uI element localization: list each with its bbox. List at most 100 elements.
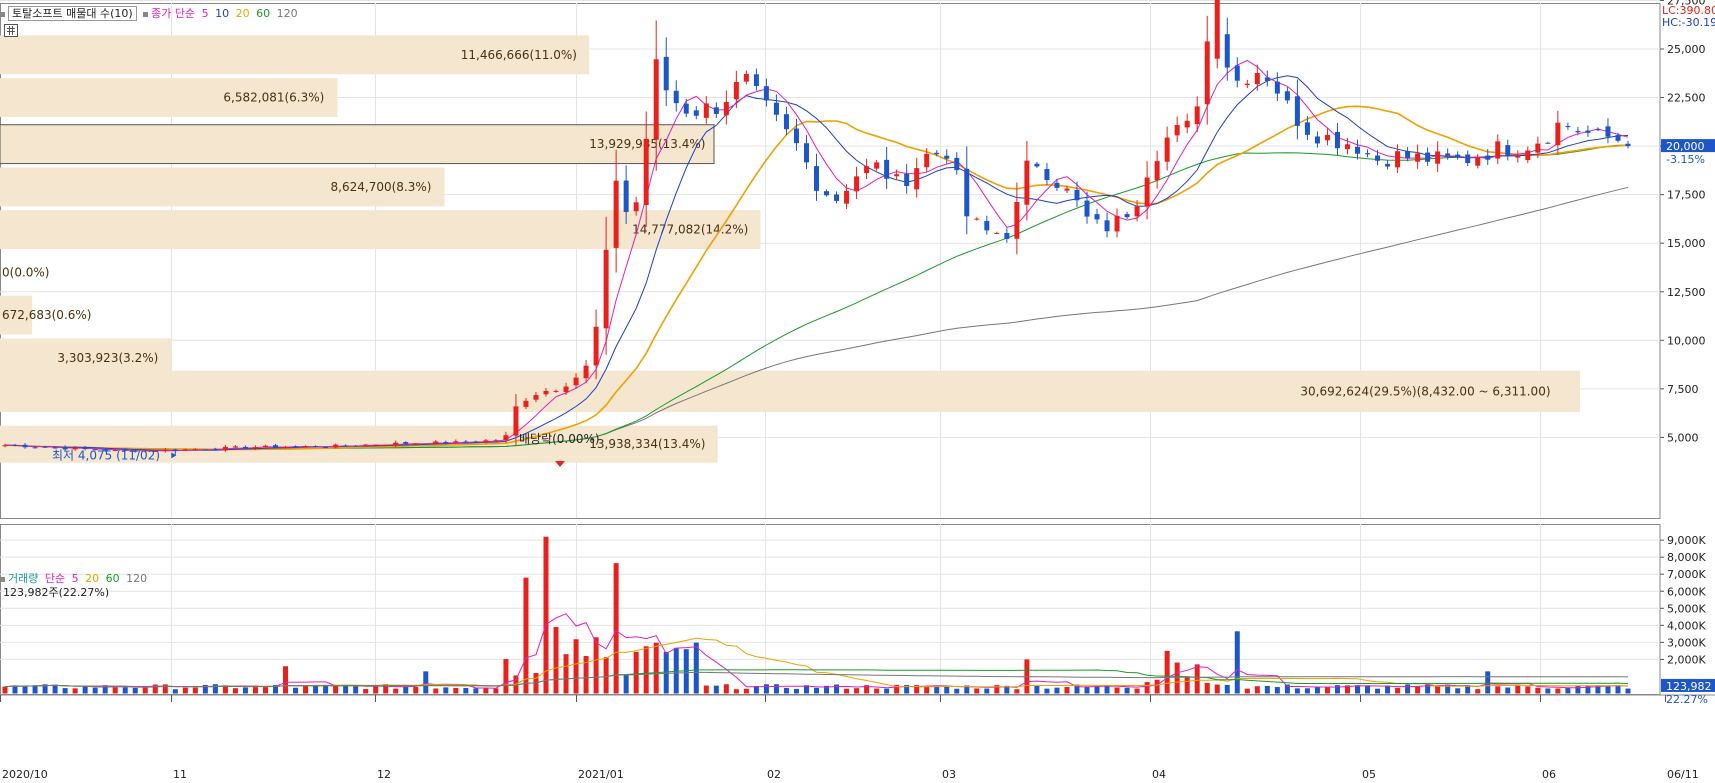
volume-bar — [393, 688, 399, 694]
volume-bar — [232, 688, 238, 694]
candle-body — [1455, 154, 1461, 158]
candle-body — [252, 447, 258, 449]
hc-readout: HC:-30.19 — [1662, 16, 1715, 29]
volume-bar — [1435, 685, 1441, 694]
volume-bar — [433, 688, 439, 694]
volume-ma-60[interactable]: 60 — [105, 572, 120, 585]
volume-bar — [643, 646, 649, 694]
volume-bar — [1495, 686, 1501, 694]
volume-ma-label[interactable]: 단순 — [44, 572, 66, 585]
volume-bar — [814, 687, 819, 694]
volume-bar — [1375, 688, 1381, 694]
candle-body — [1024, 160, 1030, 205]
volume-bar — [553, 627, 559, 694]
candle-body — [32, 447, 38, 449]
volume-bar — [834, 684, 840, 694]
price-ma-120[interactable]: 120 — [276, 7, 298, 20]
x-tick-label: 12 — [377, 768, 391, 781]
volume-bar — [964, 685, 970, 694]
candle-body — [934, 152, 940, 155]
volume-bar — [1234, 631, 1240, 694]
candle-body — [844, 190, 850, 204]
candle-body — [433, 441, 439, 444]
volume-ma-5[interactable]: 5 — [71, 572, 79, 585]
volume-bar — [1475, 689, 1481, 694]
candle-body — [854, 176, 860, 192]
price-panel-title[interactable]: 토탈소프트 매물대 수(10) — [8, 6, 137, 21]
candle-body — [904, 173, 910, 186]
volume-profile-bar — [0, 124, 715, 165]
candle-body — [222, 446, 228, 451]
candle-body — [112, 450, 118, 452]
volume-bar — [52, 684, 58, 694]
volume-bar — [1074, 684, 1080, 694]
volume-bar — [523, 577, 529, 694]
volume-bar — [1064, 687, 1070, 694]
volume-profile-bar — [0, 295, 33, 335]
volume-bar — [773, 684, 779, 694]
volume-tick-label: 5,000K — [1667, 602, 1706, 615]
candle-body — [92, 449, 98, 451]
volume-bar — [1124, 687, 1130, 694]
settings-grid-icon[interactable] — [4, 24, 18, 37]
volume-bar — [613, 563, 619, 694]
volume-bar — [1174, 662, 1180, 694]
candle-body — [182, 449, 188, 451]
candle-body — [824, 191, 830, 196]
candle-body — [383, 444, 389, 446]
price-tick-label: 27,500 — [1667, 0, 1706, 7]
volume-ma-120[interactable]: 120 — [126, 572, 148, 585]
candle-body — [353, 445, 359, 447]
volume-bar — [112, 687, 118, 694]
volume-bar — [503, 659, 509, 694]
volume-bar — [1515, 684, 1521, 694]
price-ma-label[interactable]: 종가 단순 — [151, 7, 196, 20]
price-panel-header: 토탈소프트 매물대 수(10) 종가 단순 5 10 20 60 120 — [0, 5, 301, 21]
volume-ma-20-line — [4, 637, 1629, 688]
volume-bar — [844, 688, 850, 694]
volume-bar — [793, 688, 799, 694]
volume-bar — [1324, 687, 1330, 694]
candle-body — [1535, 143, 1541, 153]
candle-body — [343, 445, 349, 447]
candle-body — [1435, 151, 1441, 164]
volume-bar — [1445, 684, 1451, 694]
price-ma-5[interactable]: 5 — [201, 7, 209, 20]
candle-body — [122, 449, 128, 451]
volume-bar — [673, 647, 679, 694]
volume-bar — [252, 685, 258, 694]
candle-body — [373, 444, 379, 446]
volume-profile-label: 6,582,081(6.3%) — [223, 91, 324, 105]
candle-body — [1174, 125, 1180, 136]
volume-bar — [283, 666, 289, 694]
candle-body — [1204, 41, 1210, 105]
volume-bar — [473, 688, 479, 694]
candle-body — [1054, 182, 1060, 188]
volume-bar — [733, 689, 739, 694]
candle-body — [683, 103, 689, 114]
candle-body — [262, 445, 268, 448]
candle-body — [1144, 177, 1150, 207]
volume-bar — [1505, 687, 1511, 694]
price-ma-20[interactable]: 20 — [235, 7, 250, 20]
candle-body — [884, 159, 890, 179]
volume-bar — [1054, 687, 1060, 694]
volume-ma-20[interactable]: 20 — [85, 572, 100, 585]
candle-body — [1014, 202, 1020, 239]
volume-panel-title[interactable]: 거래량 — [8, 572, 39, 585]
price-ma-60[interactable]: 60 — [256, 7, 271, 20]
volume-bar — [1395, 687, 1401, 694]
candle-body — [984, 220, 990, 231]
volume-bar — [323, 684, 329, 694]
candle-body — [924, 153, 930, 168]
candle-body — [162, 449, 168, 452]
candle-body — [1114, 215, 1120, 232]
volume-bar — [333, 685, 339, 694]
lc-readout: LC:390.80 — [1662, 4, 1715, 17]
price-ma-10[interactable]: 10 — [215, 7, 230, 20]
volume-profile-label: 11,466,666(11.0%) — [461, 48, 577, 62]
candle-body — [293, 446, 299, 448]
candle-body — [423, 443, 429, 445]
volume-profile-label: 0(0.0%) — [2, 265, 49, 279]
